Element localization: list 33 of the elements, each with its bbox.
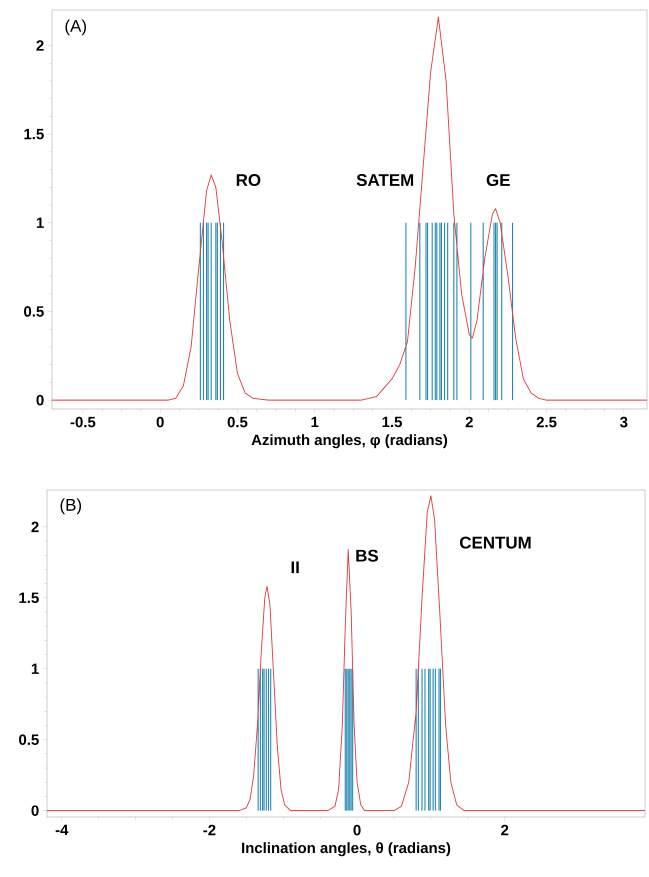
y-tick-label: 2 (36, 40, 44, 51)
y-tick-label: 1.5 (19, 592, 39, 604)
annotation: GE (486, 174, 510, 186)
x-tick-label: 0.5 (228, 416, 248, 428)
annotation: RO (236, 174, 260, 186)
annotation: CENTUM (460, 536, 531, 549)
y-tick-label: 1 (36, 218, 44, 228)
x-tick-label: 2.5 (536, 416, 557, 428)
y-tick-label: 1.5 (24, 128, 44, 140)
x-tick-label: 1 (312, 416, 318, 428)
y-tick-label: 0 (32, 805, 39, 816)
chart-title: (B) (60, 498, 82, 514)
annotation: II (292, 561, 299, 574)
y-tick-label: 1 (32, 664, 39, 674)
x-tick-label: 0 (156, 416, 164, 428)
line-series (52, 16, 648, 401)
annotation: SATEM (356, 174, 414, 186)
x-tick-label: 0 (354, 824, 361, 836)
text: (A) (65, 20, 86, 36)
y-tick-label: 2 (31, 522, 39, 532)
x-axis-title: Azimuth angles, φ (radians) (252, 434, 448, 448)
x-tick-label: -2 (203, 824, 216, 836)
x-tick-label: -0.5 (70, 416, 96, 428)
y-tick-label: 0.5 (24, 306, 44, 317)
y-tick-label: 0.5 (19, 734, 39, 745)
x-tick-label: 1.5 (382, 416, 402, 428)
x-tick-label: -4 (56, 824, 68, 836)
y-tick-label: 0 (36, 394, 44, 406)
annotation: BS (356, 550, 378, 562)
x-axis-title: Inclination angles, θ (radians) (242, 842, 450, 856)
x-tick-label: 3 (620, 416, 628, 428)
x-tick-label: 2 (466, 416, 473, 428)
x-tick-label: 2 (501, 824, 508, 836)
